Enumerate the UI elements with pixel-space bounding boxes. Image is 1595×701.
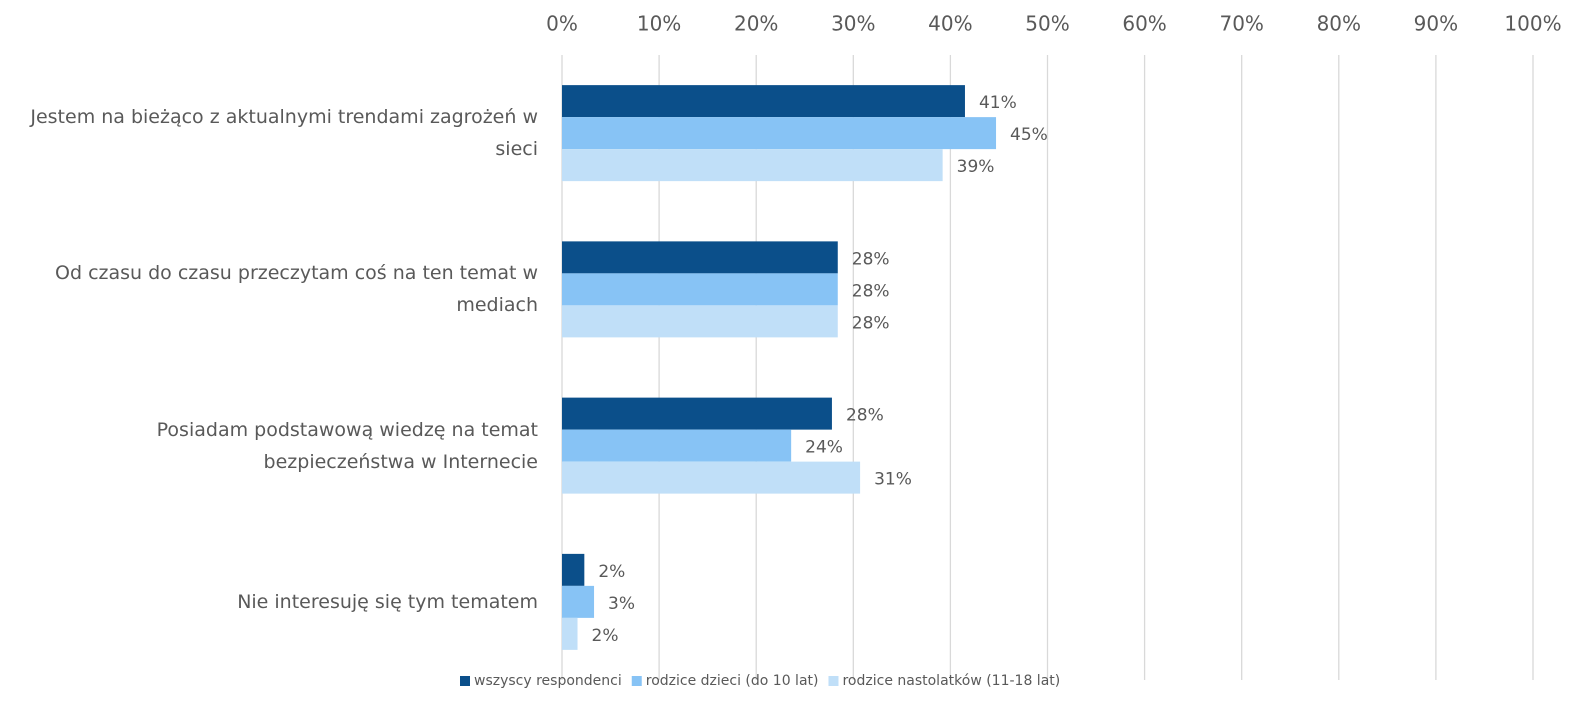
bar [562,585,595,618]
bar [562,429,792,462]
data-label: 28% [846,406,884,426]
category-label: Nie interesuję się tym tematem [237,590,538,613]
bar [562,149,943,182]
data-label: 45% [1010,125,1048,145]
legend-swatch [460,676,470,686]
data-label: 28% [852,249,890,269]
bar [562,553,585,586]
legend-label: rodzice nastolatków (11-18 lat) [842,673,1060,689]
data-label: 28% [852,281,890,301]
legend-swatch [631,676,642,686]
legend-label: wszyscy respondenci [474,673,622,689]
x-tick-label: 100% [1504,12,1561,36]
bar [562,461,861,494]
data-label: 2% [598,562,625,582]
category-label: Posiadam podstawową wiedzę na temat bezp… [156,418,538,473]
bar [562,273,838,306]
category-label: Od czasu do czasu przeczytam coś na ten … [55,262,538,317]
data-label: 39% [957,157,995,177]
x-tick-label: 60% [1122,12,1166,36]
legend-label: rodzice dzieci (do 10 lat) [646,673,819,689]
x-tick-label: 40% [928,12,972,36]
data-label: 2% [592,626,619,646]
data-label: 3% [608,594,635,614]
data-label: 41% [979,93,1017,113]
bar [562,117,997,150]
bar [562,241,838,274]
x-tick-label: 20% [734,12,778,36]
bar [562,85,965,118]
x-tick-label: 0% [546,12,578,36]
x-tick-label: 50% [1025,12,1069,36]
x-tick-label: 30% [831,12,875,36]
category-label: Jestem na bieżąco z aktualnymi trendami … [30,106,538,161]
x-tick-label: 80% [1317,12,1361,36]
bar [562,617,578,650]
data-label: 28% [852,313,890,333]
x-tick-label: 90% [1414,12,1458,36]
data-label: 31% [874,470,912,490]
bar [562,305,838,338]
bar [562,397,832,430]
x-tick-label: 70% [1219,12,1263,36]
x-tick-label: 10% [637,12,681,36]
legend-swatch [828,676,839,686]
data-label: 24% [805,438,843,458]
